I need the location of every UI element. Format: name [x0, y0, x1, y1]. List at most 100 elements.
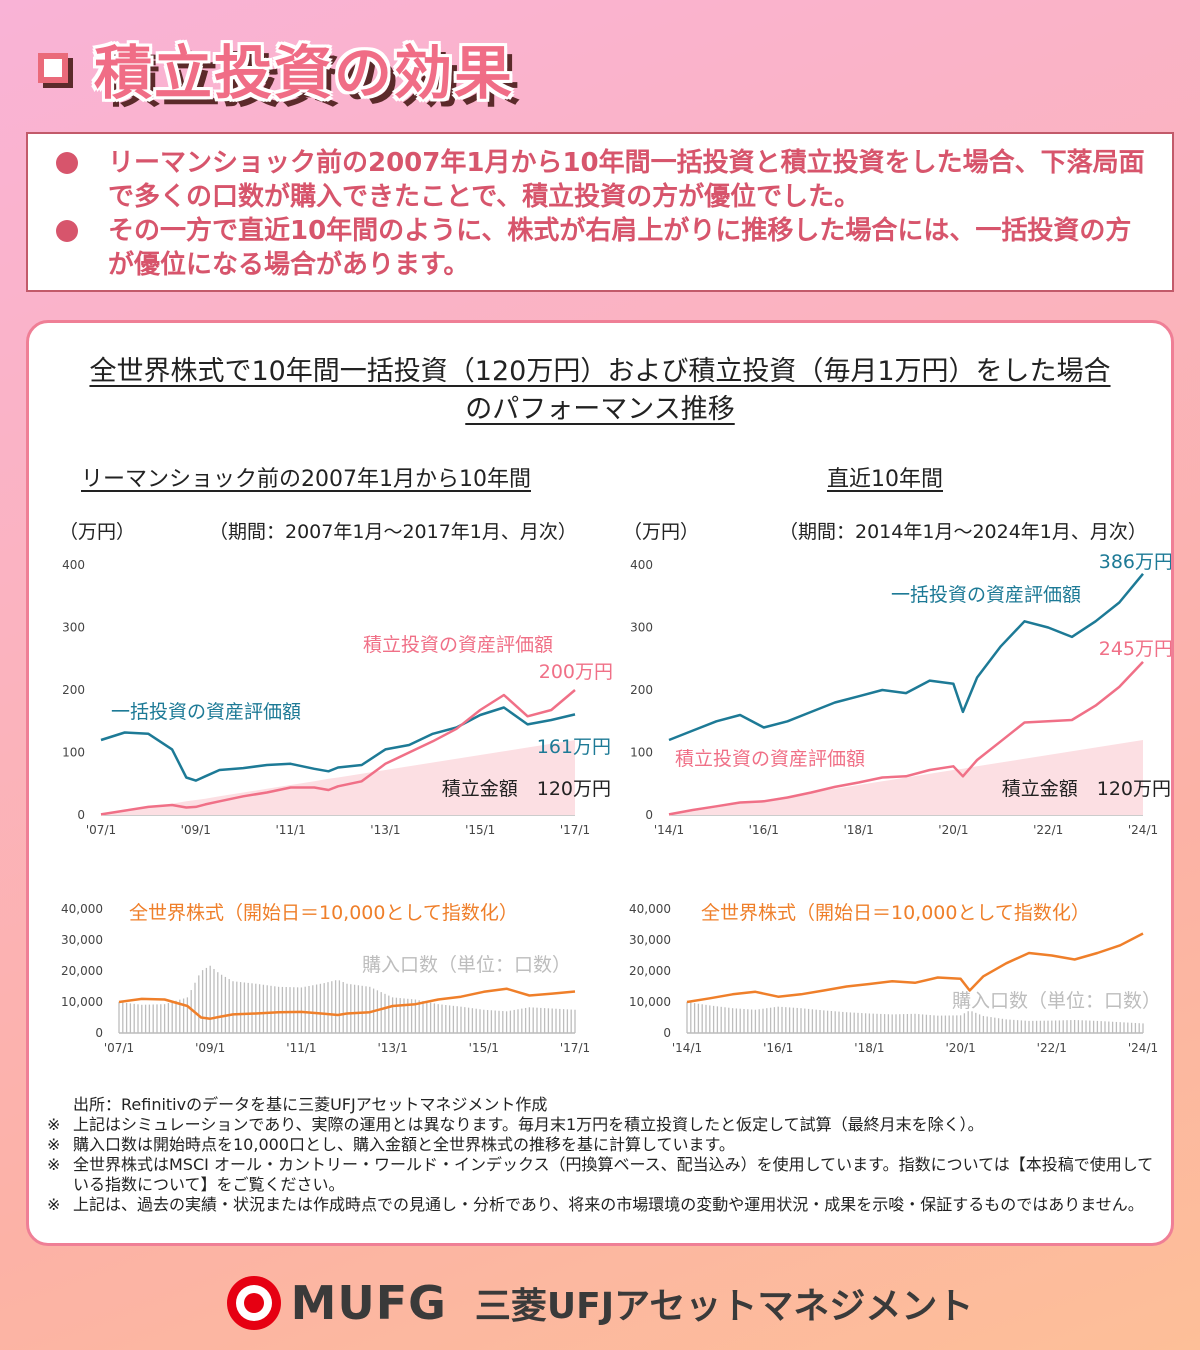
bullet-dot-icon: [56, 220, 78, 242]
units-label: 購入口数（単位：口数）: [362, 954, 571, 976]
y-tick-label: 0: [645, 808, 653, 822]
x-tick-label: '07/1: [104, 1041, 134, 1055]
chart-right-title: 直近10年間: [827, 467, 943, 492]
index-label: 全世界株式（開始日＝10,000として指数化）: [701, 902, 1090, 924]
y-tick-label: 10,000: [61, 995, 103, 1009]
page-header: 積立投資の効果: [38, 28, 514, 108]
x-tick-label: '22/1: [1033, 823, 1063, 837]
y-tick-label: 0: [95, 1026, 103, 1040]
invested-area: [101, 740, 575, 815]
y-tick-label: 40,000: [629, 902, 671, 916]
y-tick-label: 30,000: [629, 933, 671, 947]
y-tick-label: 40,000: [61, 902, 103, 916]
note-text: 購入口数は開始時点を10,000口とし、購入金額と全世界株式の推移を基に計算して…: [73, 1135, 735, 1154]
invested-label: 積立金額 120万円: [1002, 778, 1171, 800]
dca-line: [100, 689, 576, 816]
mufg-logo-text: MUFG: [290, 1276, 447, 1330]
lump-sum-label: 一括投資の資産評価額: [111, 701, 301, 723]
x-tick-label: '18/1: [854, 1041, 884, 1055]
y-tick-label: 30,000: [61, 933, 103, 947]
x-tick-label: '09/1: [181, 823, 211, 837]
chart-left-title: リーマンショック前の2007年1月から10年間: [81, 467, 531, 492]
note-text: 全世界株式はMSCI オール・カントリー・ワールド・インデックス（円換算ベース、…: [73, 1155, 1154, 1194]
lump-sum-end-label: 161万円: [537, 736, 611, 758]
note-text: 上記はシミュレーションであり、実際の運用とは異なります。毎月末1万円を積立投資し…: [73, 1115, 984, 1134]
note-mark: ※: [47, 1155, 61, 1174]
y-tick-label: 10,000: [629, 995, 671, 1009]
panel-title: 全世界株式で10年間一括投資（120万円）および積立投資（毎月1万円）をした場合…: [29, 353, 1171, 429]
index-line: [686, 932, 1144, 1004]
chart-panel: 全世界株式で10年間一括投資（120万円）および積立投資（毎月1万円）をした場合…: [26, 320, 1174, 1246]
units-label: 購入口数（単位：口数）: [952, 990, 1161, 1012]
x-tick-label: '18/1: [843, 823, 873, 837]
x-tick-label: '16/1: [749, 823, 779, 837]
dca-label: 積立投資の資産評価額: [675, 748, 865, 770]
summary-bullet: リーマンショック前の2007年1月から10年間一括投資と積立投資をした場合、下落…: [50, 146, 1152, 214]
panel-title-line: 全世界株式で10年間一括投資（120万円）および積立投資（毎月1万円）をした場合: [89, 356, 1111, 387]
y-tick-label: 200: [62, 683, 85, 697]
y-tick-label: 20,000: [61, 964, 103, 978]
y-tick-label: 200: [630, 683, 653, 697]
y-tick-label: 300: [62, 621, 85, 635]
x-tick-label: '17/1: [560, 1041, 590, 1055]
source-note: 出所：Refinitivのデータを基に三菱UFJアセットマネジメント作成: [73, 1095, 548, 1114]
summary-text: その一方で直近10年間のように、株式が右肩上がりに推移した場合には、一括投資の方…: [108, 216, 1132, 280]
y-tick-label: 100: [630, 746, 653, 760]
notes: 出所：Refinitivのデータを基に三菱UFJアセットマネジメント作成 ※ 上…: [47, 1095, 1157, 1215]
lump-sum-end-label: 386万円: [1099, 551, 1171, 573]
note-mark: ※: [47, 1135, 61, 1154]
chart-left-unit: （万円）: [59, 521, 136, 543]
x-tick-label: '11/1: [286, 1041, 316, 1055]
note-row: ※ 上記はシミュレーションであり、実際の運用とは異なります。毎月末1万円を積立投…: [47, 1115, 1157, 1135]
x-tick-label: '11/1: [275, 823, 305, 837]
x-tick-label: '15/1: [469, 1041, 499, 1055]
x-tick-label: '16/1: [763, 1041, 793, 1055]
x-tick-label: '17/1: [560, 823, 590, 837]
note-row: ※ 購入口数は開始時点を10,000口とし、購入金額と全世界株式の推移を基に計算…: [47, 1135, 1157, 1155]
note-row: ※ 全世界株式はMSCI オール・カントリー・ワールド・インデックス（円換算ベー…: [47, 1155, 1157, 1195]
x-tick-label: '13/1: [370, 823, 400, 837]
page-title: 積立投資の効果: [94, 39, 515, 107]
summary-bullet: その一方で直近10年間のように、株式が右肩上がりに推移した場合には、一括投資の方…: [50, 214, 1152, 282]
dca-end-label: 245万円: [1099, 638, 1171, 660]
dca-label: 積立投資の資産評価額: [363, 634, 553, 656]
bullet-dot-icon: [56, 152, 78, 174]
lump-sum-label: 一括投資の資産評価額: [891, 584, 1081, 606]
lump-sum-line: [100, 706, 576, 782]
note-mark: ※: [47, 1195, 61, 1214]
dca-end-label: 200万円: [539, 661, 613, 683]
chart-left-period: （期間：2007年1月～2017年1月、月次）: [209, 521, 577, 543]
dca-line: [668, 661, 1144, 816]
note-row: ※ 上記は、過去の実績・状況または作成時点での見通し・分析であり、将来の市場環境…: [47, 1195, 1157, 1215]
invested-label: 積立金額 120万円: [442, 778, 611, 800]
company-name: 三菱UFJアセットマネジメント: [474, 1286, 974, 1327]
y-tick-label: 400: [630, 558, 653, 572]
x-tick-label: '13/1: [377, 1041, 407, 1055]
summary-box: リーマンショック前の2007年1月から10年間一括投資と積立投資をした場合、下落…: [26, 132, 1174, 292]
x-tick-label: '24/1: [1128, 823, 1158, 837]
x-tick-label: '22/1: [1037, 1041, 1067, 1055]
title-square-icon: [38, 53, 68, 83]
chart-right-unit: （万円）: [623, 521, 700, 543]
x-tick-label: '09/1: [195, 1041, 225, 1055]
y-tick-label: 0: [663, 1026, 671, 1040]
lump-sum-line: [668, 573, 1144, 742]
mufg-logo-icon: [226, 1276, 281, 1330]
footer: MUFG 三菱UFJアセットマネジメント: [0, 1268, 1200, 1338]
y-tick-label: 400: [62, 558, 85, 572]
x-tick-label: '14/1: [654, 823, 684, 837]
y-tick-label: 300: [630, 621, 653, 635]
x-tick-label: '20/1: [938, 823, 968, 837]
x-tick-label: '20/1: [945, 1041, 975, 1055]
note-mark: ※: [47, 1115, 61, 1134]
x-tick-label: '07/1: [86, 823, 116, 837]
charts-canvas: 0 100 200 300 400 '07/1 '09/1 '11/1 '13/1 '15/1 '1…: [61, 551, 1171, 1055]
note-text: 上記は、過去の実績・状況または作成時点での見通し・分析であり、将来の市場環境の変…: [73, 1195, 1144, 1214]
x-tick-label: '24/1: [1128, 1041, 1158, 1055]
y-tick-label: 100: [62, 746, 85, 760]
y-tick-label: 0: [77, 808, 85, 822]
chart-right-period: （期間：2014年1月～2024年1月、月次）: [779, 521, 1147, 543]
summary-text: リーマンショック前の2007年1月から10年間一括投資と積立投資をした場合、下落…: [108, 148, 1145, 212]
y-tick-label: 20,000: [629, 964, 671, 978]
panel-title-line: のパフォーマンス推移: [465, 394, 735, 425]
